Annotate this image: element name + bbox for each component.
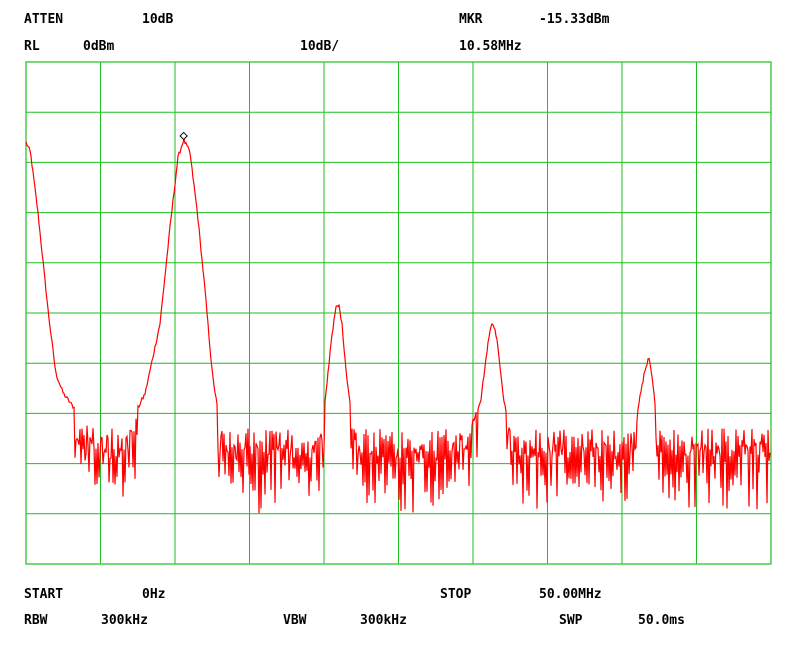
marker-diamond-icon bbox=[179, 131, 188, 141]
plot-grid bbox=[25, 61, 772, 565]
atten-value: 10dB bbox=[142, 12, 174, 27]
rbw-value: 300kHz bbox=[101, 613, 148, 628]
spectrum-trace bbox=[25, 138, 772, 514]
ref-level-value: 0dBm bbox=[83, 39, 115, 54]
scale-per-div: 10dB/ bbox=[300, 39, 340, 54]
stop-freq-value: 50.00MHz bbox=[539, 587, 602, 602]
vbw-value: 300kHz bbox=[360, 613, 407, 628]
vbw-label: VBW bbox=[283, 613, 307, 628]
rbw-label: RBW bbox=[24, 613, 48, 628]
start-freq-value: 0Hz bbox=[142, 587, 166, 602]
marker-label: MKR bbox=[459, 12, 483, 27]
start-freq-label: START bbox=[24, 587, 64, 602]
ref-level-label: RL bbox=[24, 39, 40, 54]
atten-label: ATTEN bbox=[24, 12, 64, 27]
spectrum-trace-group bbox=[25, 138, 772, 514]
stop-freq-label: STOP bbox=[440, 587, 472, 602]
marker-amplitude: -15.33dBm bbox=[539, 12, 610, 27]
marker-frequency: 10.58MHz bbox=[459, 39, 522, 54]
marker-group bbox=[179, 131, 188, 141]
sweep-time-label: SWP bbox=[559, 613, 583, 628]
sweep-time-value: 50.0ms bbox=[638, 613, 685, 628]
